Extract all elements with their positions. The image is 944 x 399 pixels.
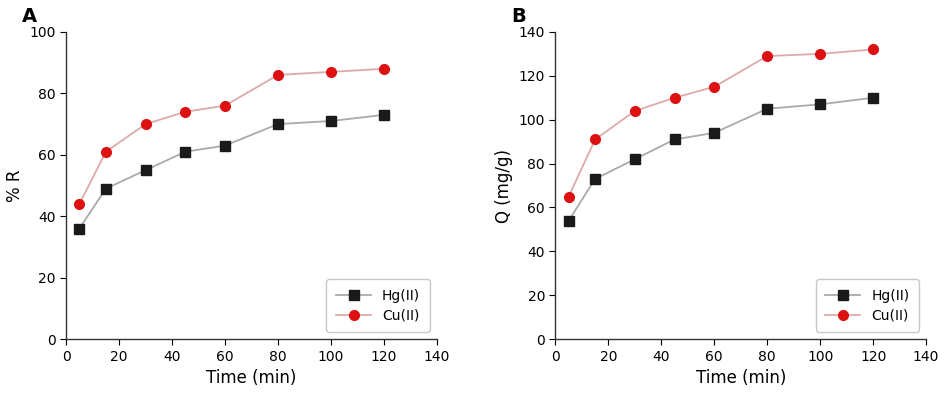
Cu(II) xyxy=(708,84,719,89)
Hg(II) xyxy=(140,168,151,172)
Hg(II) xyxy=(668,137,680,142)
Cu(II) xyxy=(219,103,230,108)
Hg(II) xyxy=(867,95,878,100)
Cu(II) xyxy=(814,51,825,56)
Hg(II) xyxy=(378,113,389,117)
Hg(II) xyxy=(814,102,825,107)
Hg(II) xyxy=(272,122,283,126)
Cu(II) xyxy=(74,201,85,206)
Cu(II) xyxy=(629,109,640,113)
Cu(II) xyxy=(563,194,574,199)
Cu(II) xyxy=(867,47,878,52)
Text: A: A xyxy=(22,7,37,26)
Hg(II) xyxy=(629,157,640,162)
X-axis label: Time (min): Time (min) xyxy=(695,369,785,387)
Y-axis label: % R: % R xyxy=(6,169,24,202)
Y-axis label: Q (mg/g): Q (mg/g) xyxy=(495,148,513,223)
Cu(II) xyxy=(179,109,191,114)
Hg(II) xyxy=(74,226,85,231)
Hg(II) xyxy=(100,186,111,191)
Hg(II) xyxy=(589,176,600,181)
Hg(II) xyxy=(563,218,574,223)
Legend: Hg(II), Cu(II): Hg(II), Cu(II) xyxy=(326,279,430,332)
Cu(II) xyxy=(589,137,600,142)
Hg(II) xyxy=(708,130,719,135)
Hg(II) xyxy=(179,149,191,154)
Line: Hg(II): Hg(II) xyxy=(564,93,877,225)
Text: B: B xyxy=(511,7,525,26)
Line: Cu(II): Cu(II) xyxy=(75,64,388,209)
Cu(II) xyxy=(140,122,151,126)
Hg(II) xyxy=(325,119,336,123)
Cu(II) xyxy=(378,66,389,71)
Cu(II) xyxy=(668,95,680,100)
X-axis label: Time (min): Time (min) xyxy=(206,369,296,387)
Hg(II) xyxy=(219,143,230,148)
Cu(II) xyxy=(100,149,111,154)
Line: Hg(II): Hg(II) xyxy=(75,110,388,233)
Cu(II) xyxy=(325,69,336,74)
Hg(II) xyxy=(761,106,772,111)
Legend: Hg(II), Cu(II): Hg(II), Cu(II) xyxy=(815,279,919,332)
Cu(II) xyxy=(272,73,283,77)
Cu(II) xyxy=(761,53,772,58)
Line: Cu(II): Cu(II) xyxy=(564,45,877,201)
